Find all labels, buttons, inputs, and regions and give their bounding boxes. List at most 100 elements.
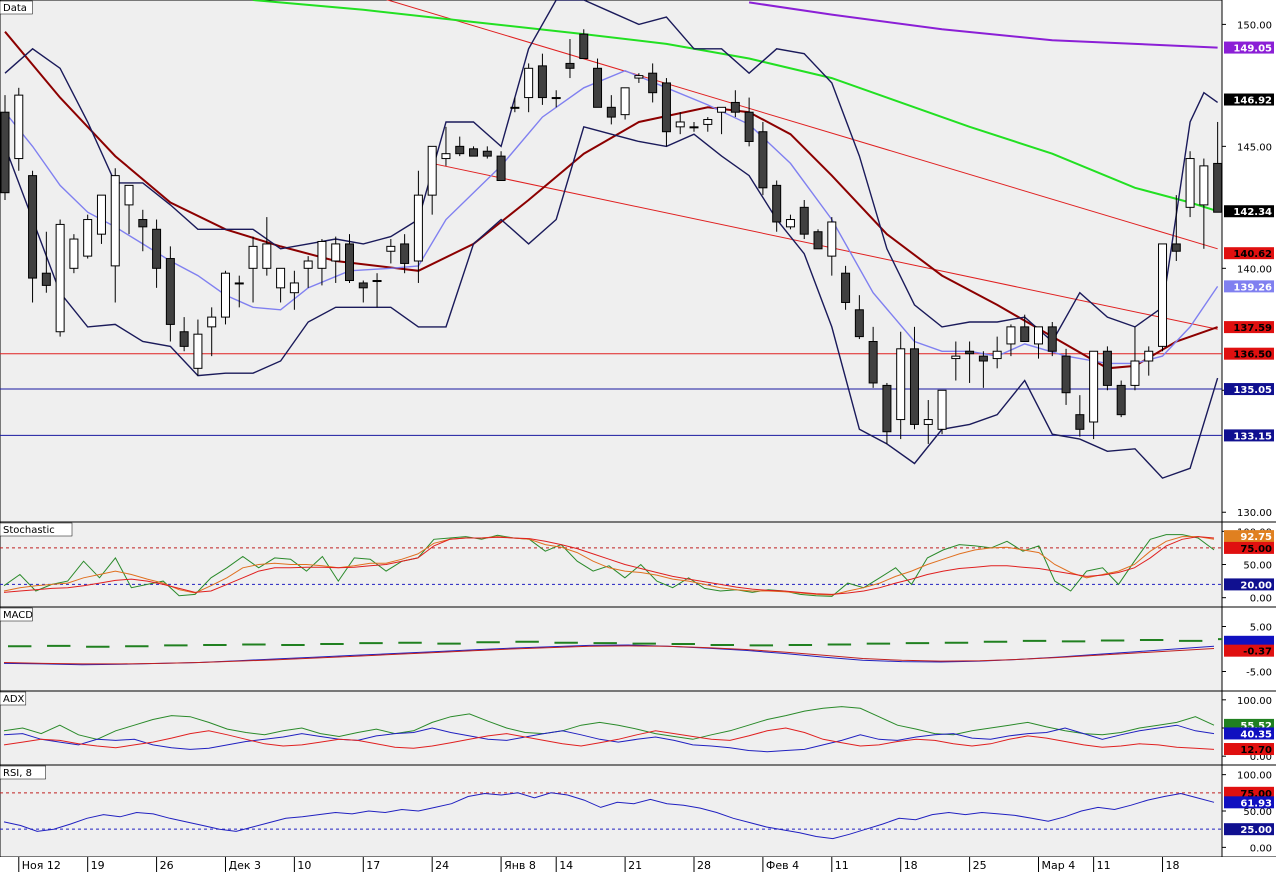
candle-body xyxy=(813,231,823,250)
value-badge-box xyxy=(1224,786,1274,799)
candle xyxy=(1116,380,1126,418)
value-badge: 139.26 xyxy=(1224,280,1274,293)
candle xyxy=(1075,395,1085,437)
candle-body xyxy=(248,245,258,269)
candle-body xyxy=(455,145,465,155)
candle-body xyxy=(772,184,782,223)
candle xyxy=(675,112,685,135)
candle-body xyxy=(1185,158,1195,208)
value-badge-label: 20.00 xyxy=(1240,580,1272,591)
candle xyxy=(661,78,671,147)
value-badge: 133.15 xyxy=(1224,429,1274,442)
candle xyxy=(276,267,286,303)
candle-body xyxy=(303,260,313,269)
trendline xyxy=(385,0,1218,250)
x-tick-label: 25 xyxy=(973,859,987,872)
value-badge: 92.75 xyxy=(1224,530,1274,543)
candle-body xyxy=(730,101,740,113)
candle xyxy=(193,319,203,376)
candle-body xyxy=(689,126,699,129)
value-badge-label: 133.15 xyxy=(1233,431,1272,442)
panel-price: Data130.00135.00140.00145.00150.00149.05… xyxy=(0,0,1276,523)
y-tick-label: 0.00 xyxy=(1250,594,1272,605)
candle-body xyxy=(262,243,272,269)
candle-body xyxy=(1144,350,1154,362)
value-badge-box xyxy=(1224,578,1274,591)
candle xyxy=(0,95,10,201)
candle xyxy=(358,280,368,303)
candle-body xyxy=(165,258,175,325)
value-badge-label: 40.35 xyxy=(1240,729,1272,740)
candle xyxy=(413,170,423,283)
x-tick-label: 19 xyxy=(91,859,105,872)
candle xyxy=(289,270,299,310)
panel-plot xyxy=(3,792,1215,840)
y-tick-label: -5.00 xyxy=(1246,668,1272,679)
candle xyxy=(1020,314,1030,342)
candle-body xyxy=(1158,243,1168,347)
candle xyxy=(758,121,768,196)
candle-body xyxy=(276,267,286,289)
candle xyxy=(703,117,713,132)
series-adx xyxy=(3,706,1215,740)
candle-body xyxy=(978,355,988,362)
y-tick-label: 0.00 xyxy=(1250,752,1272,763)
panel-title: MACD xyxy=(3,610,33,621)
candle xyxy=(689,121,699,132)
panel-background xyxy=(0,606,1223,692)
candle xyxy=(69,234,79,274)
candle-body xyxy=(372,280,382,283)
candle-body xyxy=(923,419,933,425)
candle xyxy=(565,39,575,79)
candle xyxy=(537,53,547,105)
candle xyxy=(785,214,795,230)
candle-body xyxy=(854,309,864,338)
panel-background xyxy=(0,764,1223,858)
candle-body xyxy=(648,72,658,94)
panel-title-box xyxy=(0,522,73,537)
y-tick-label: 50.00 xyxy=(1243,807,1272,818)
value-badge: 61.93 xyxy=(1224,796,1274,809)
candle-body xyxy=(345,243,354,282)
candle-body xyxy=(179,331,189,347)
candle-body xyxy=(110,175,120,267)
candle-body xyxy=(220,272,230,318)
value-badge-box xyxy=(1224,727,1274,740)
candle-body xyxy=(882,384,892,433)
candle-body xyxy=(1102,350,1112,386)
candle-body xyxy=(469,148,479,157)
candle-body xyxy=(634,75,644,79)
value-badge-label: 25.00 xyxy=(1240,825,1272,836)
value-badge: 20.00 xyxy=(1224,578,1274,591)
y-tick-label: 130.00 xyxy=(1237,508,1272,519)
candle xyxy=(331,236,341,283)
series-rsi xyxy=(3,792,1215,840)
candle-body xyxy=(909,348,919,425)
x-tick-label: 11 xyxy=(1097,859,1111,872)
candle-body xyxy=(1171,243,1181,252)
value-badge: 140.62 xyxy=(1224,247,1274,260)
candle-body xyxy=(1089,350,1099,423)
candle xyxy=(386,239,396,264)
candle-body xyxy=(758,131,768,189)
candle xyxy=(1061,348,1071,405)
panel-title: ADX xyxy=(3,694,25,705)
value-badge-label: 135.05 xyxy=(1233,385,1272,396)
candle-body xyxy=(400,243,410,264)
value-badge-label: 12.70 xyxy=(1240,745,1272,756)
candle-body xyxy=(41,272,51,286)
candle xyxy=(372,273,382,308)
candle xyxy=(1089,350,1099,440)
candle xyxy=(482,146,492,159)
value-badge: 136.50 xyxy=(1224,347,1274,361)
candle xyxy=(896,331,906,440)
candle xyxy=(165,246,175,342)
candle xyxy=(262,217,272,276)
x-tick-label: 26 xyxy=(160,859,174,872)
value-badge-label: 139.26 xyxy=(1233,282,1272,293)
candle xyxy=(634,73,644,83)
candle-body xyxy=(868,340,878,384)
candle xyxy=(1158,243,1168,352)
